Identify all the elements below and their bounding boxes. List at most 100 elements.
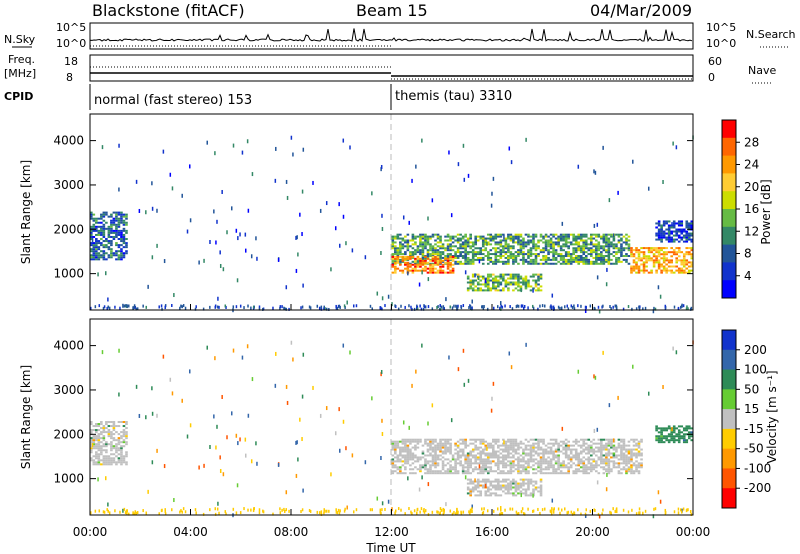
velocity-cell — [114, 509, 116, 513]
power-cell — [394, 249, 397, 252]
velocity-cell — [391, 446, 395, 449]
velocity-cell — [449, 470, 452, 473]
velocity-cell — [151, 411, 154, 416]
velocity-cell — [529, 466, 533, 469]
velocity-cell — [625, 456, 628, 459]
velocity-cell — [630, 466, 633, 469]
power-cell — [471, 281, 475, 284]
power-cell — [110, 256, 113, 259]
velocity-cell — [607, 460, 611, 463]
velocity-cell — [486, 446, 490, 449]
velocity-cell — [564, 438, 568, 441]
velocity-cell — [434, 452, 437, 455]
velocity-cell — [484, 478, 488, 481]
power-cell — [102, 244, 106, 247]
velocity-cell — [95, 461, 98, 464]
power-cell — [632, 255, 636, 258]
power-cell — [564, 235, 568, 238]
power-cell — [194, 307, 197, 311]
velocity-cell — [476, 494, 480, 497]
power-cell — [125, 242, 128, 245]
velocity-cell — [637, 470, 641, 473]
velocity-cell — [497, 488, 500, 491]
power-cell — [424, 256, 427, 259]
velocity-cell — [597, 442, 601, 445]
velocity-cell — [466, 460, 470, 463]
power-cell — [665, 253, 668, 256]
power-cell — [557, 253, 560, 256]
velocity-cell — [445, 502, 447, 507]
power-cell — [459, 255, 462, 258]
velocity-cell — [595, 442, 598, 445]
velocity-cell — [655, 425, 658, 428]
velocity-cell — [512, 460, 515, 463]
power-cell — [552, 253, 555, 256]
power-cell — [419, 235, 422, 238]
power-cell — [100, 227, 103, 230]
power-cell — [446, 255, 450, 258]
velocity-cell — [484, 494, 488, 497]
velocity-cell — [489, 470, 493, 473]
velocity-cell — [504, 442, 508, 445]
velocity-cell — [492, 456, 495, 459]
power-cell — [476, 273, 480, 276]
velocity-cell — [489, 446, 493, 449]
power-cell — [534, 256, 538, 259]
power-cell — [481, 275, 485, 278]
power-cell — [107, 256, 111, 259]
power-cell — [117, 221, 121, 224]
power-cell — [687, 238, 691, 241]
power-cell — [95, 250, 98, 253]
velocity-cell — [446, 446, 450, 449]
velocity-cell — [391, 460, 395, 463]
power-cell — [422, 307, 425, 311]
power-cell — [685, 238, 689, 241]
power-cell — [464, 247, 467, 250]
velocity-cell — [384, 507, 386, 511]
velocity-cell — [610, 468, 613, 471]
velocity-cell — [164, 512, 167, 516]
velocity-cell — [401, 442, 405, 445]
power-cell — [577, 256, 581, 259]
velocity-cell — [391, 472, 395, 475]
velocity-cell — [318, 511, 321, 515]
velocity-cell — [456, 452, 460, 455]
velocity-cell — [115, 447, 118, 450]
power-cell — [507, 273, 510, 276]
power-cell — [667, 230, 671, 233]
power-cell — [115, 219, 118, 222]
power-cell — [686, 305, 688, 309]
velocity-cell — [406, 454, 410, 457]
power-cell — [120, 211, 123, 214]
velocity-cell — [577, 444, 581, 447]
power-cell — [296, 235, 298, 240]
velocity-cell — [507, 446, 510, 449]
power-cell — [607, 241, 611, 244]
power-cell — [522, 262, 525, 265]
velocity-cell — [573, 511, 576, 515]
velocity-cell — [524, 490, 528, 493]
power-cell — [441, 265, 445, 268]
velocity-cell — [451, 468, 455, 471]
velocity-cell — [409, 442, 412, 445]
power-cell — [667, 240, 671, 243]
velocity-cell — [120, 461, 123, 464]
power-cell — [494, 262, 498, 265]
power-cell — [680, 220, 684, 223]
velocity-cell — [600, 456, 603, 459]
velocity-cell — [95, 425, 98, 428]
velocity-cell — [529, 450, 533, 453]
nsky-label: N.Sky — [4, 33, 36, 46]
power-cell — [100, 229, 103, 232]
velocity-cell — [379, 508, 382, 512]
power-cell — [607, 256, 611, 259]
velocity-cell — [514, 488, 518, 491]
velocity-cell — [589, 448, 593, 451]
velocity-cell — [509, 446, 513, 449]
velocity-cell — [420, 507, 423, 511]
velocity-cell — [95, 439, 98, 442]
power-cell — [547, 258, 550, 261]
velocity-cell — [404, 466, 407, 469]
velocity-cell — [434, 464, 437, 467]
velocity-cell — [486, 509, 489, 513]
